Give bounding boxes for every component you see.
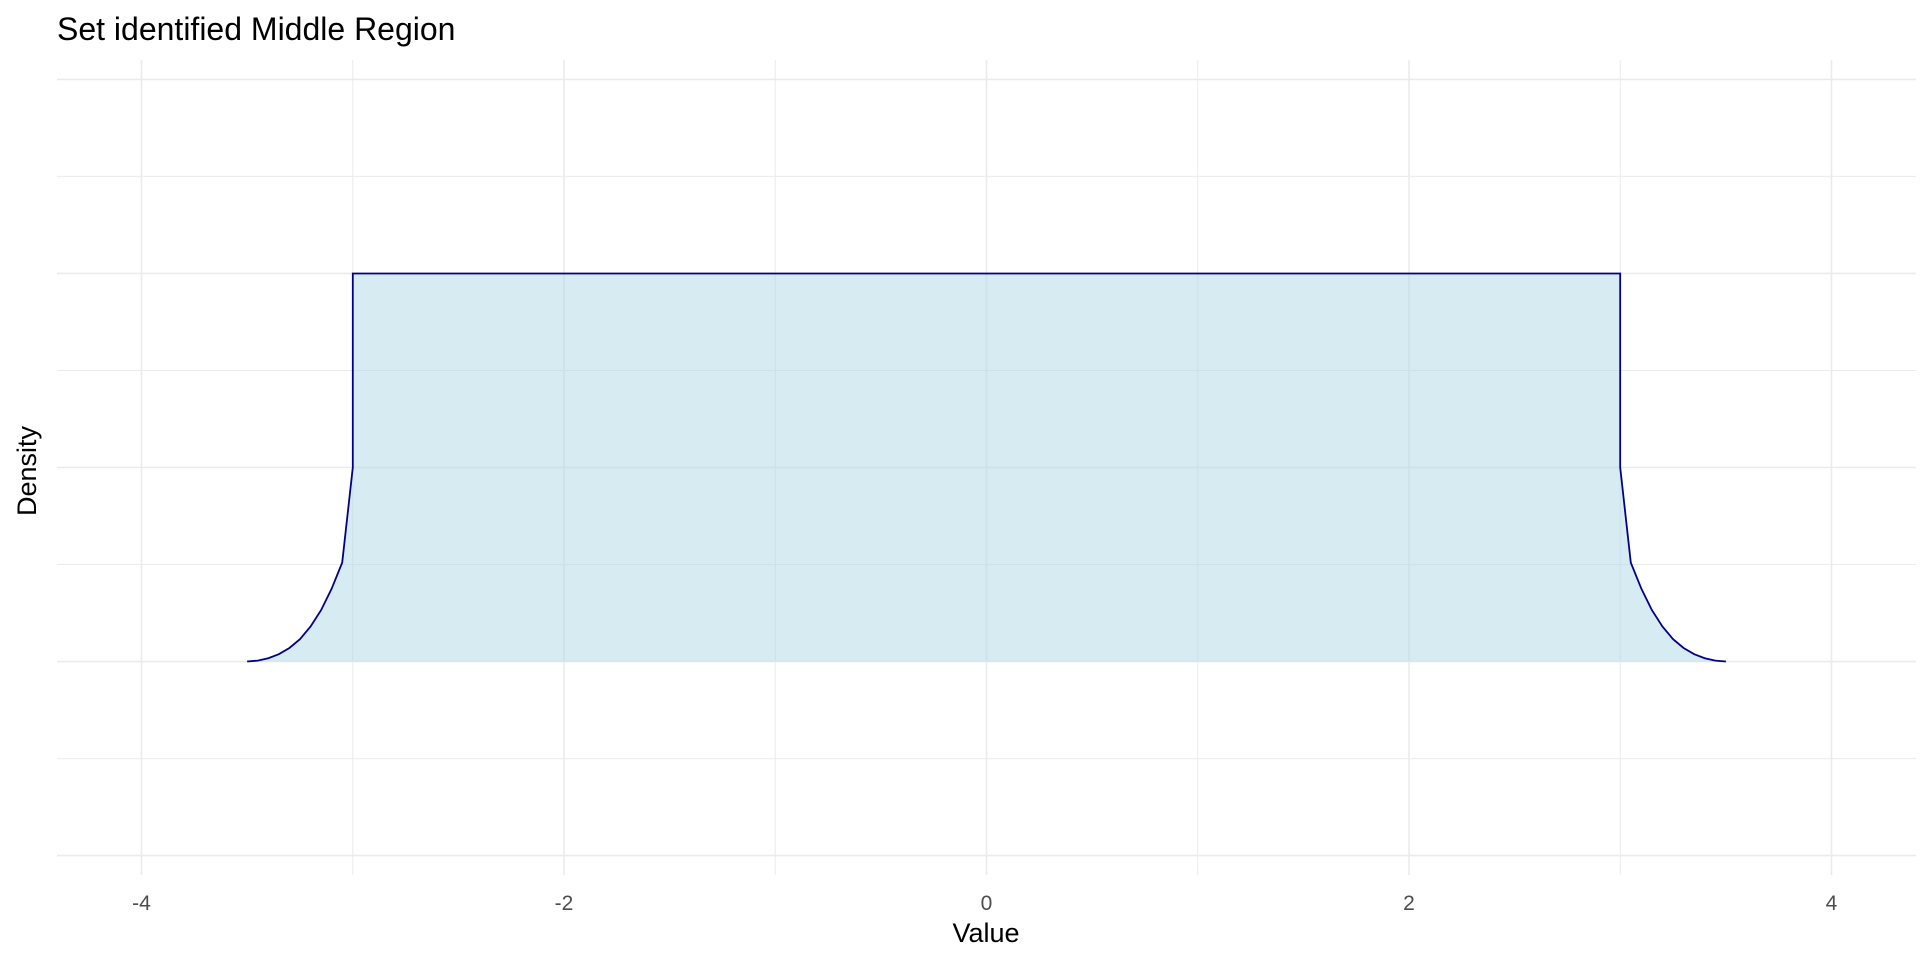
x-tick-label: 0 — [981, 892, 993, 915]
x-tick-label: -2 — [555, 892, 574, 915]
density-area-fill — [247, 273, 1726, 662]
x-axis-title: Value — [952, 918, 1019, 948]
x-tick-label: 4 — [1826, 892, 1838, 915]
y-axis-title: Density — [12, 425, 42, 516]
x-tick-label: 2 — [1403, 892, 1415, 915]
density-curve — [247, 272, 1726, 663]
x-tick-label: -4 — [132, 892, 151, 915]
plot-area — [247, 272, 1726, 663]
chart-title: Set identified Middle Region — [57, 11, 455, 47]
x-tick-labels: -4 -2 0 2 4 — [132, 892, 1838, 915]
